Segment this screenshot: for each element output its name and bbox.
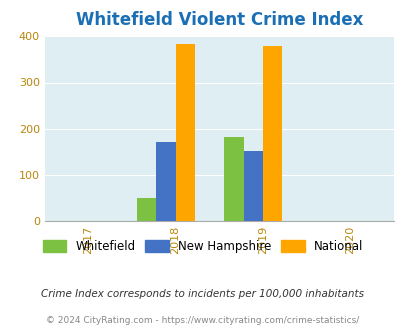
Bar [137,198,156,221]
Title: Whitefield Violent Crime Index: Whitefield Violent Crime Index [75,11,362,29]
Bar [224,137,243,221]
Bar [262,46,281,221]
Bar [175,44,194,221]
Bar [243,151,262,221]
Text: © 2024 CityRating.com - https://www.cityrating.com/crime-statistics/: © 2024 CityRating.com - https://www.city… [46,316,359,325]
Text: Crime Index corresponds to incidents per 100,000 inhabitants: Crime Index corresponds to incidents per… [41,289,364,299]
Bar [156,142,175,221]
Legend: Whitefield, New Hampshire, National: Whitefield, New Hampshire, National [38,236,367,258]
